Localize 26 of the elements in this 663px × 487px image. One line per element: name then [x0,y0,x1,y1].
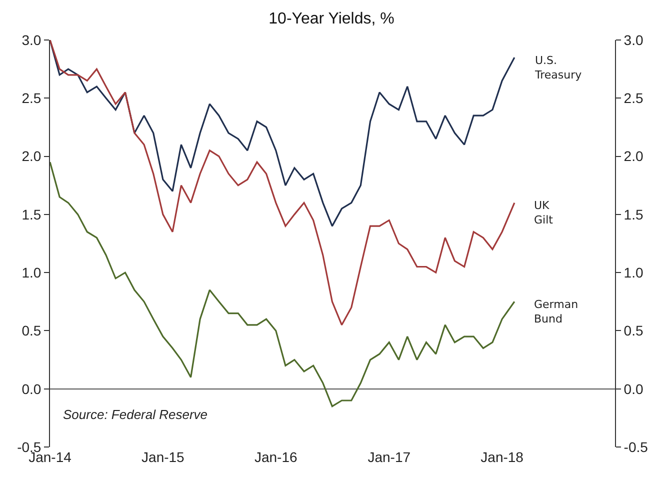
x-tick-label: Jan-15 [142,449,185,465]
y-tick-label: 1.5 [22,206,42,222]
y-tick-label: 3.0 [22,32,42,48]
y-tick-label: 0.0 [22,380,42,397]
line-series [50,40,516,326]
y-tick-label: 0.5 [22,322,42,339]
annotation: Source: Federal Reserve [63,407,208,422]
y2-tick-label: 0.0 [624,380,644,397]
chart-title: 10-Year Yields, % [268,10,394,28]
y2-tick-label: -0.5 [624,438,648,455]
x-tick-label: Jan-18 [480,449,524,465]
x-tick-label: Jan-17 [368,449,411,465]
series-label: German Bund [534,298,578,326]
y2-tick-label: 1.5 [624,206,644,222]
line-series [50,161,516,408]
series-label: U.S. Treasury [534,54,582,82]
y2-tick-label: 2.0 [624,148,644,164]
y2-tick-label: 2.5 [624,90,644,106]
y-tick-label: 1.0 [22,264,42,280]
y2-tick-label: 1.0 [624,264,644,280]
y2-tick-label: 3.0 [624,32,644,48]
y-tick-label: 2.0 [22,148,42,164]
y2-tick-label: 0.5 [624,322,644,339]
x-tick-label: Jan-16 [254,449,298,465]
series-label: UK Gilt [534,199,554,226]
y-tick-label: 2.5 [22,90,42,106]
